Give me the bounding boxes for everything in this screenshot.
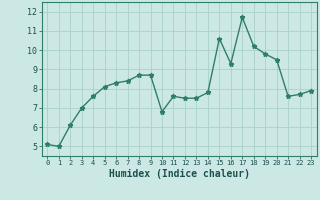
X-axis label: Humidex (Indice chaleur): Humidex (Indice chaleur): [109, 169, 250, 179]
